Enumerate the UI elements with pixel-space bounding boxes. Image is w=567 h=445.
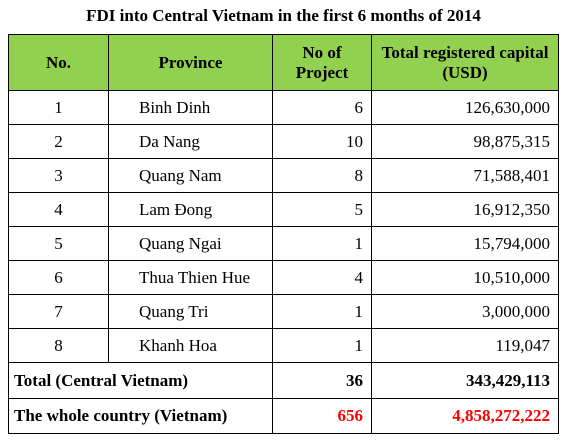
row-province: Quang Nam	[108, 158, 273, 193]
row-projects: 1	[272, 294, 372, 329]
row-projects: 4	[272, 260, 372, 295]
row-capital: 98,875,315	[371, 124, 559, 159]
total-projects: 36	[272, 362, 372, 399]
country-capital: 4,858,272,222	[371, 398, 559, 434]
row-projects: 8	[272, 158, 372, 193]
row-no: 6	[8, 260, 109, 295]
row-no: 1	[8, 90, 109, 125]
row-no: 2	[8, 124, 109, 159]
row-province: Da Nang	[108, 124, 273, 159]
row-province: Khanh Hoa	[108, 328, 273, 363]
row-province: Quang Ngai	[108, 226, 273, 261]
fdi-table: No. Province No of Project Total registe…	[8, 34, 559, 434]
row-projects: 1	[272, 328, 372, 363]
row-no: 4	[8, 192, 109, 227]
row-no: 7	[8, 294, 109, 329]
row-capital: 10,510,000	[371, 260, 559, 295]
row-capital: 119,047	[371, 328, 559, 363]
row-capital: 126,630,000	[371, 90, 559, 125]
table-row: 1 Binh Dinh 6 126,630,000	[8, 90, 559, 125]
table-header: No. Province No of Project Total registe…	[8, 34, 559, 91]
table-footer: Total (Central Vietnam) 36 343,429,113 T…	[8, 362, 559, 434]
total-label: Total (Central Vietnam)	[8, 362, 273, 399]
header-capital: Total registered capital (USD)	[371, 34, 559, 91]
row-projects: 5	[272, 192, 372, 227]
row-capital: 71,588,401	[371, 158, 559, 193]
row-capital: 16,912,350	[371, 192, 559, 227]
row-province: Lam Đong	[108, 192, 273, 227]
table-row: 6 Thua Thien Hue 4 10,510,000	[8, 260, 559, 295]
country-projects: 656	[272, 398, 372, 434]
row-province: Thua Thien Hue	[108, 260, 273, 295]
row-projects: 1	[272, 226, 372, 261]
table-row: 5 Quang Ngai 1 15,794,000	[8, 226, 559, 261]
table-row: 8 Khanh Hoa 1 119,047	[8, 328, 559, 363]
total-capital: 343,429,113	[371, 362, 559, 399]
total-row: Total (Central Vietnam) 36 343,429,113	[8, 362, 559, 399]
header-province: Province	[108, 34, 273, 91]
row-no: 5	[8, 226, 109, 261]
row-projects: 10	[272, 124, 372, 159]
table-row: 7 Quang Tri 1 3,000,000	[8, 294, 559, 329]
table-row: 4 Lam Đong 5 16,912,350	[8, 192, 559, 227]
row-capital: 15,794,000	[371, 226, 559, 261]
row-province: Binh Dinh	[108, 90, 273, 125]
table-row: 2 Da Nang 10 98,875,315	[8, 124, 559, 159]
row-province: Quang Tri	[108, 294, 273, 329]
row-no: 8	[8, 328, 109, 363]
header-no: No.	[8, 34, 109, 91]
country-label: The whole country (Vietnam)	[8, 398, 273, 434]
country-row: The whole country (Vietnam) 656 4,858,27…	[8, 398, 559, 434]
header-projects: No of Project	[272, 34, 372, 91]
row-projects: 6	[272, 90, 372, 125]
table-row: 3 Quang Nam 8 71,588,401	[8, 158, 559, 193]
row-capital: 3,000,000	[371, 294, 559, 329]
table-title: FDI into Central Vietnam in the first 6 …	[86, 6, 481, 25]
row-no: 3	[8, 158, 109, 193]
table-body: 1 Binh Dinh 6 126,630,000 2 Da Nang 10 9…	[8, 90, 559, 363]
